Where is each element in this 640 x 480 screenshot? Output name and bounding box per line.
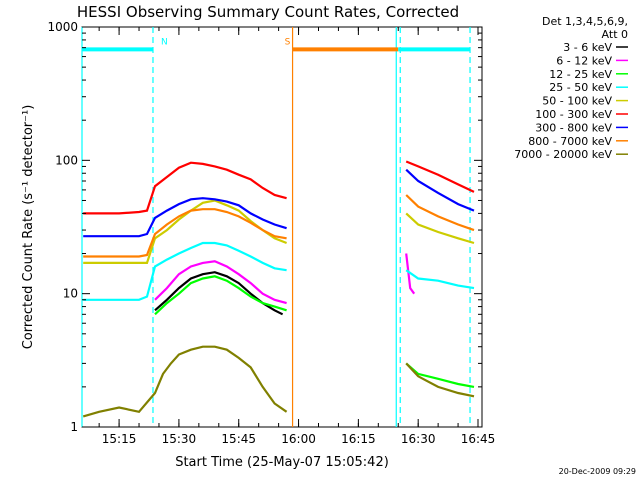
x-tick-label-4: 16:15 xyxy=(341,432,376,446)
legend-entry-label-6: 300 - 800 keV xyxy=(535,121,612,134)
legend-title-line-1: Att 0 xyxy=(602,28,628,41)
y-tick-label-1: 10 xyxy=(63,287,78,301)
x-tick-label-1: 15:30 xyxy=(162,432,197,446)
x-tick-label-0: 15:15 xyxy=(102,432,137,446)
series-line-2-0 xyxy=(154,275,287,316)
legend-entry-label-5: 100 - 300 keV xyxy=(535,108,612,121)
y-axis-label: Corrected Count Rate (s⁻¹ detector⁻¹) xyxy=(21,105,36,350)
series-line-5-1 xyxy=(405,160,475,193)
event-markers xyxy=(81,27,471,427)
x-axis-label: Start Time (25-May-07 15:05:42) xyxy=(175,455,389,470)
x-tick-label-5: 16:30 xyxy=(401,432,436,446)
series-line-4-1 xyxy=(405,212,475,245)
series-line-5-0 xyxy=(83,161,287,215)
legend-entry-label-3: 25 - 50 keV xyxy=(549,81,612,94)
series-line-8-1 xyxy=(405,362,475,398)
flag-bar-label-0: N xyxy=(161,37,168,47)
flag-bar-label-1: S xyxy=(285,37,291,47)
legend-entry-label-8: 7000 - 20000 keV xyxy=(514,148,612,161)
series-line-8-0 xyxy=(82,345,288,418)
legend-entry-label-2: 12 - 25 keV xyxy=(549,68,612,81)
x-tick-label-6: 16:45 xyxy=(461,432,496,446)
axes: 15:15 15:30 15:45 16:00 16:15 16:30 16:45 1 10 10… xyxy=(47,20,495,446)
y-tick-label-2: 100 xyxy=(55,153,78,167)
series-lines xyxy=(82,160,475,418)
legend-entry-label-1: 6 - 12 keV xyxy=(556,54,612,67)
series-line-1-1 xyxy=(405,253,416,295)
series-line-4-0 xyxy=(83,199,288,264)
x-tick-label-2: 15:45 xyxy=(221,432,256,446)
y-tick-label-0: 1 xyxy=(70,420,78,434)
series-line-6-0 xyxy=(83,197,287,238)
series-line-7-1 xyxy=(405,194,475,232)
series-line-3-1 xyxy=(405,269,475,290)
legend-title-line-0: Det 1,3,4,5,6,9, xyxy=(542,15,628,28)
series-line-6-1 xyxy=(405,168,475,212)
x-tick-label-3: 16:00 xyxy=(281,432,316,446)
y-tick-label-3: 1000 xyxy=(47,20,78,34)
legend-entry-label-7: 800 - 7000 keV xyxy=(528,135,612,148)
chart-title: HESSI Observing Summary Count Rates, Cor… xyxy=(77,3,459,21)
series-line-3-0 xyxy=(83,241,287,301)
series-line-1-0 xyxy=(154,260,287,305)
legend-entry-label-4: 50 - 100 keV xyxy=(542,95,612,108)
timestamp: 20-Dec-2009 09:29 xyxy=(559,467,636,476)
series-line-7-0 xyxy=(83,208,287,258)
legend-entry-label-0: 3 - 6 keV xyxy=(563,41,612,54)
